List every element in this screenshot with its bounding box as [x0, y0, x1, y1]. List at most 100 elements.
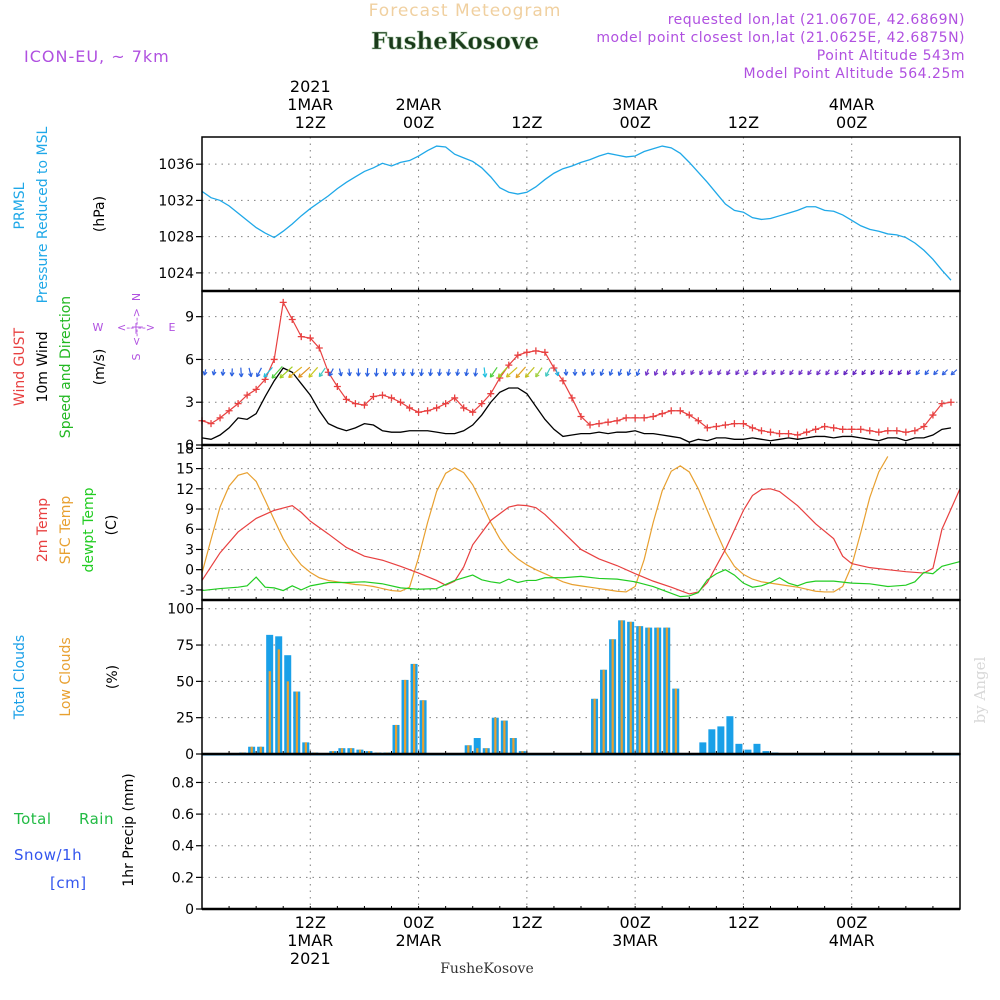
gust-point — [451, 394, 459, 402]
y-tick-label: 1032 — [158, 193, 194, 209]
wind-arrow-head — [410, 371, 415, 377]
y-axis: 1024 1028 1032 1036 — [158, 157, 961, 291]
wind-arrow-head — [572, 371, 578, 376]
wind-arrow-head — [762, 370, 767, 376]
y-axis: 0 25 50 75 100 — [167, 602, 961, 763]
wind-arrow — [271, 366, 283, 379]
gust-point — [821, 422, 829, 430]
wind-arrow-head — [816, 370, 821, 376]
low-cloud-bar — [422, 700, 425, 754]
low-cloud-bar — [665, 627, 668, 754]
wind-arrow-head — [906, 370, 912, 376]
gust-point — [306, 334, 314, 342]
y-tick-label: 3 — [185, 395, 194, 411]
gust-point — [803, 428, 811, 436]
gust-point — [721, 421, 729, 429]
gust-point — [649, 412, 657, 420]
wind-arrow — [483, 367, 486, 378]
wind-arrow-head — [644, 371, 650, 376]
y-tick-label: 0.2 — [172, 870, 194, 886]
y-tick-label: 0 — [185, 747, 194, 763]
wind-label-direction: Speed and Direction — [58, 296, 74, 438]
wind-arrow-head — [789, 370, 794, 376]
grid — [202, 445, 960, 600]
gust-point — [920, 422, 928, 430]
gust-line — [201, 300, 952, 436]
gust-point — [279, 298, 287, 306]
precip-legend-cm: [cm] — [50, 874, 87, 892]
dewpt-line — [201, 561, 961, 598]
wind-arrow — [288, 366, 303, 378]
total-cloud-bar — [735, 743, 743, 754]
low-cloud-bar — [593, 698, 596, 754]
wind-arrow-head — [672, 371, 677, 376]
y-tick-label: 6 — [185, 522, 194, 538]
gust-point — [866, 427, 874, 435]
wind-arrow-head — [617, 371, 623, 376]
low-cloud-bar — [404, 679, 407, 754]
total-cloud-bar — [717, 726, 725, 754]
wind-arrow-head — [852, 370, 857, 376]
grid — [202, 600, 960, 755]
wind-arrow-head — [563, 371, 569, 376]
panel-frame — [201, 753, 961, 910]
gust-point — [785, 430, 793, 438]
y-tick-label: 6 — [185, 352, 194, 368]
time-label-bottom: 00Z — [836, 913, 867, 932]
gust-markers — [198, 298, 955, 439]
y-tick-label: 0 — [185, 902, 194, 918]
wind-arrow — [308, 366, 319, 378]
gust-point — [351, 400, 359, 408]
gust-point — [631, 414, 639, 422]
wind-direction-arrows — [202, 366, 958, 379]
low-cloud-bar — [259, 746, 262, 754]
gust-point — [505, 361, 513, 369]
gust-point — [929, 411, 937, 419]
gust-point — [938, 400, 946, 408]
wind-arrow-head — [455, 371, 461, 376]
time-label-bottom: 12Z — [511, 913, 542, 932]
wind-unit: (m/s) — [92, 349, 108, 386]
low-cloud-bar — [286, 681, 289, 754]
pressure-labels: PRMSL Pressure Reduced to MSL (hPa) — [12, 126, 108, 303]
wind-arrow-head — [419, 371, 424, 377]
wind-labels: Wind GUST 10m Wind Speed and Direction (… — [12, 296, 108, 438]
wind-arrow-head — [608, 371, 614, 376]
wind-arrow — [497, 366, 508, 378]
gust-point — [830, 424, 838, 432]
gust-point — [812, 425, 820, 433]
compass-north: N — [130, 293, 143, 301]
total-cloud-bar — [699, 742, 707, 754]
wind-arrow-head — [355, 372, 361, 377]
low-cloud-bar — [295, 691, 298, 754]
precip-unit: 1hr Precip (mm) — [121, 773, 137, 886]
y-tick-label: 0.4 — [172, 839, 194, 855]
gust-point — [487, 390, 495, 398]
wind-compass-rose: N S <--|--> W <--|--> E — [93, 293, 176, 361]
gust-point — [252, 385, 260, 393]
pressure-label-msl: Pressure Reduced to MSL — [35, 126, 51, 303]
wind-arrow-head — [798, 370, 803, 376]
wind-arrow — [506, 367, 518, 378]
footer-station: FusheKosove — [440, 961, 534, 977]
wind-arrow-head — [298, 373, 303, 378]
y-tick-label: 75 — [176, 638, 194, 654]
wind-label-10m: 10m Wind — [35, 331, 51, 402]
low-cloud-bar — [467, 745, 470, 754]
wind-arrow-head — [288, 373, 293, 379]
y-axis: -3 0 3 6 9 12 15 18 — [176, 441, 961, 600]
wind-arrow-head — [263, 373, 268, 378]
temp-label-sfc: SFC Temp — [58, 496, 74, 565]
temp-label-2m: 2m Temp — [35, 498, 51, 562]
low-cloud-bar — [485, 748, 488, 754]
gust-point — [757, 427, 765, 435]
panel-3: 0 25 50 75 100 — [167, 599, 961, 763]
time-label-top: 00Z — [836, 113, 867, 132]
gust-point — [514, 351, 522, 359]
wind-arrow-head — [780, 370, 785, 376]
wind-arrow-head — [681, 370, 686, 376]
precip-legend-total: Total — [13, 810, 52, 828]
